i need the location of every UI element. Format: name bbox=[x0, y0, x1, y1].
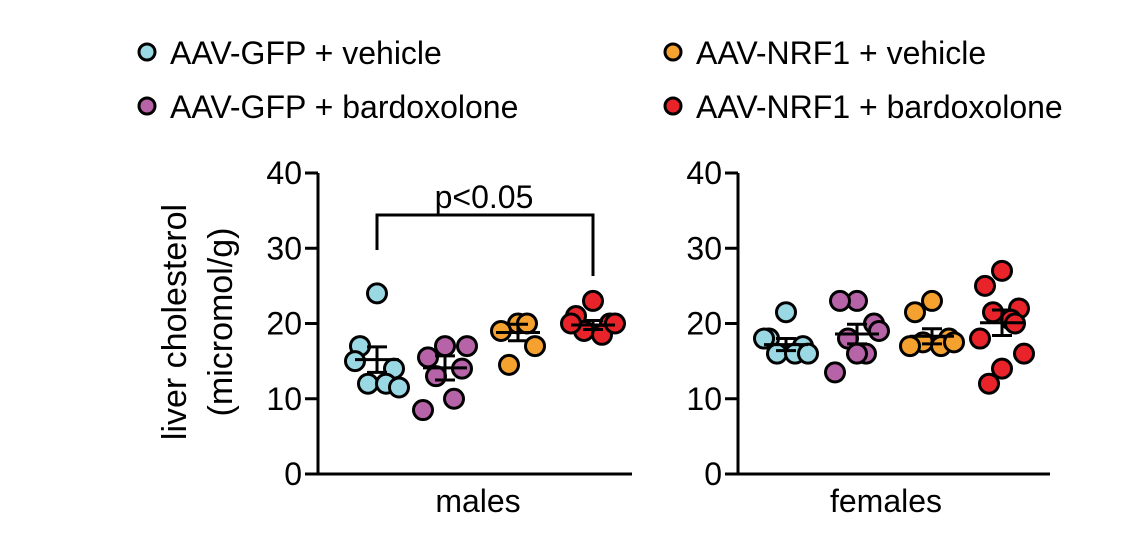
data-point bbox=[969, 327, 991, 350]
data-point bbox=[868, 320, 890, 343]
significance-bracket: p<0.05 bbox=[375, 179, 595, 276]
y-tick-label: 10 bbox=[266, 381, 302, 417]
y-tick-label: 40 bbox=[266, 155, 302, 191]
significance-label: p<0.05 bbox=[435, 179, 534, 215]
legend-label: AAV-NRF1 + vehicle bbox=[696, 35, 986, 71]
legend: AAV-GFP + vehicle AAV-NRF1 + vehicle AAV… bbox=[137, 35, 1063, 125]
legend-item: AAV-NRF1 + bardoxolone bbox=[663, 89, 1063, 125]
data-point bbox=[829, 289, 851, 312]
mean-sem-bars bbox=[764, 308, 1024, 353]
data-point bbox=[582, 289, 604, 312]
mean-sem-bars bbox=[355, 318, 615, 382]
data-point bbox=[560, 312, 582, 335]
y-axis-title: liver cholesterol (micromol/g) bbox=[156, 204, 240, 440]
legend-marker bbox=[137, 96, 157, 116]
data-point bbox=[797, 342, 819, 365]
data-point bbox=[443, 387, 465, 410]
data-point bbox=[524, 335, 546, 358]
data-point bbox=[388, 376, 410, 399]
data-point bbox=[921, 289, 943, 312]
legend-label: AAV-NRF1 + bardoxolone bbox=[696, 89, 1063, 125]
y-tick-label: 20 bbox=[686, 306, 722, 342]
y-tick-label: 20 bbox=[266, 306, 302, 342]
data-point bbox=[425, 365, 447, 388]
data-point bbox=[417, 346, 439, 369]
legend-marker bbox=[663, 96, 683, 116]
x-axis-label: females bbox=[830, 483, 942, 519]
data-point bbox=[899, 335, 921, 358]
data-points bbox=[344, 282, 626, 422]
y-axis-title-line1: liver cholesterol bbox=[156, 204, 194, 440]
y-tick-label: 30 bbox=[686, 230, 722, 266]
data-point bbox=[824, 361, 846, 384]
data-point bbox=[978, 372, 1000, 395]
panel-males: 0 10 20 30 40 p<0.05 males bbox=[266, 155, 632, 519]
data-point bbox=[604, 312, 626, 335]
data-point bbox=[846, 342, 868, 365]
panel-females: 0 10 20 30 40 females bbox=[686, 155, 1050, 519]
data-point bbox=[1013, 342, 1035, 365]
legend-label: AAV-GFP + bardoxolone bbox=[170, 89, 518, 125]
legend-item: AAV-GFP + bardoxolone bbox=[137, 89, 518, 125]
y-tick-label: 0 bbox=[284, 456, 302, 492]
data-point bbox=[991, 259, 1013, 282]
data-point bbox=[412, 399, 434, 422]
x-axis-label: males bbox=[435, 483, 520, 519]
data-points bbox=[753, 259, 1035, 395]
y-axis-title-line2: (micromol/g) bbox=[202, 228, 240, 417]
y-tick-label: 30 bbox=[266, 230, 302, 266]
data-point bbox=[456, 335, 478, 358]
y-tick-label: 10 bbox=[686, 381, 722, 417]
data-point bbox=[490, 320, 512, 343]
bracket-line bbox=[375, 213, 595, 276]
legend-label: AAV-GFP + vehicle bbox=[170, 35, 442, 71]
y-tick-label: 40 bbox=[686, 155, 722, 191]
data-point bbox=[775, 301, 797, 324]
data-point bbox=[991, 357, 1013, 380]
data-point bbox=[434, 335, 456, 358]
legend-marker bbox=[663, 42, 683, 62]
legend-item: AAV-GFP + vehicle bbox=[137, 35, 442, 71]
data-point bbox=[344, 350, 366, 373]
data-point bbox=[498, 353, 520, 376]
data-point bbox=[366, 282, 388, 305]
axes: 0 10 20 30 40 bbox=[686, 155, 1050, 492]
legend-marker bbox=[137, 42, 157, 62]
data-point bbox=[904, 301, 926, 324]
data-point bbox=[357, 372, 379, 395]
data-point bbox=[982, 301, 1004, 324]
y-tick-label: 0 bbox=[704, 456, 722, 492]
data-point bbox=[974, 274, 996, 297]
axes: 0 10 20 30 40 bbox=[266, 155, 632, 492]
legend-item: AAV-NRF1 + vehicle bbox=[663, 35, 986, 71]
